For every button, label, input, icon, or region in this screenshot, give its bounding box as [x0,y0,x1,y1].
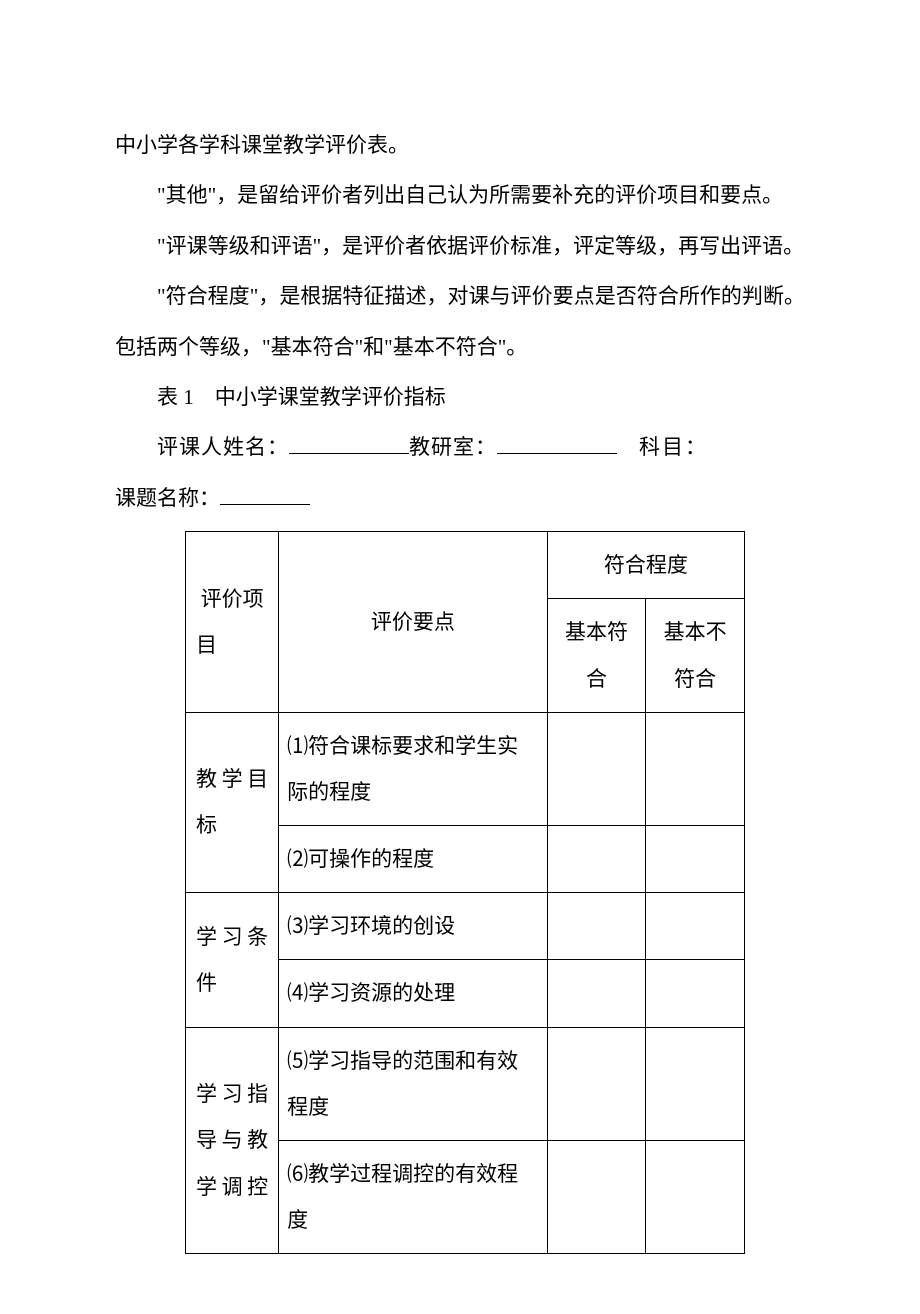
notmatch-cell [646,960,745,1027]
match-cell [547,960,646,1027]
point-cell: ⑸学习指导的范围和有效程度 [279,1027,548,1140]
evaluator-label: 评课人姓名： [157,435,289,459]
evaluation-table: 评价项目 评价要点 符合程度 基本符合 基本不符合 教学目标 ⑴符合课标要求和学… [185,531,745,1254]
evaluator-blank [289,429,409,454]
header-points: 评价要点 [279,532,548,713]
intro-paragraph-2: "其他"，是留给评价者列出自己认为所需要补充的评价项目和要点。 [115,170,805,220]
subject-label: 科目： [639,435,708,459]
form-line-1: 评课人姓名： 教研室： 科目： [115,422,805,472]
notmatch-cell [646,893,745,960]
table-title: 表 1 中小学课堂教学评价指标 [115,372,805,422]
intro-paragraph-4: "符合程度"，是根据特征描述，对课与评价要点是否符合所作的判断。包括两个等级，"… [115,271,805,372]
point-cell: ⑵可操作的程度 [279,826,548,893]
header-degree: 符合程度 [547,532,744,599]
notmatch-cell [646,1027,745,1140]
notmatch-cell [646,1141,745,1254]
point-cell: ⑷学习资源的处理 [279,960,548,1027]
notmatch-cell [646,826,745,893]
intro-paragraph-3: "评课等级和评语"，是评价者依据评价标准，评定等级，再写出评语。 [115,221,805,271]
form-line-2: 课题名称： [115,473,805,523]
table-row: 学习指导与教学调控 ⑸学习指导的范围和有效程度 [186,1027,745,1140]
match-cell [547,893,646,960]
notmatch-cell [646,712,745,825]
dept-label: 教研室： [409,435,497,459]
match-cell [547,1027,646,1140]
point-cell: ⑴符合课标要求和学生实际的程度 [279,712,548,825]
match-cell [547,826,646,893]
intro-paragraph-1: 中小学各学科课堂教学评价表。 [115,120,805,170]
category-cell: 教学目标 [186,712,279,893]
header-notmatch: 基本不符合 [646,599,745,712]
match-cell [547,712,646,825]
point-cell: ⑶学习环境的创设 [279,893,548,960]
point-cell: ⑹教学过程调控的有效程度 [279,1141,548,1254]
table-header-row-1: 评价项目 评价要点 符合程度 [186,532,745,599]
table-row: 教学目标 ⑴符合课标要求和学生实际的程度 [186,712,745,825]
topic-label: 课题名称： [115,486,220,510]
category-cell: 学习条件 [186,893,279,1027]
topic-blank [220,480,310,505]
header-match: 基本符合 [547,599,646,712]
header-category: 评价项目 [186,532,279,713]
category-cell: 学习指导与教学调控 [186,1027,279,1254]
table-row: 学习条件 ⑶学习环境的创设 [186,893,745,960]
match-cell [547,1141,646,1254]
dept-blank [497,429,617,454]
